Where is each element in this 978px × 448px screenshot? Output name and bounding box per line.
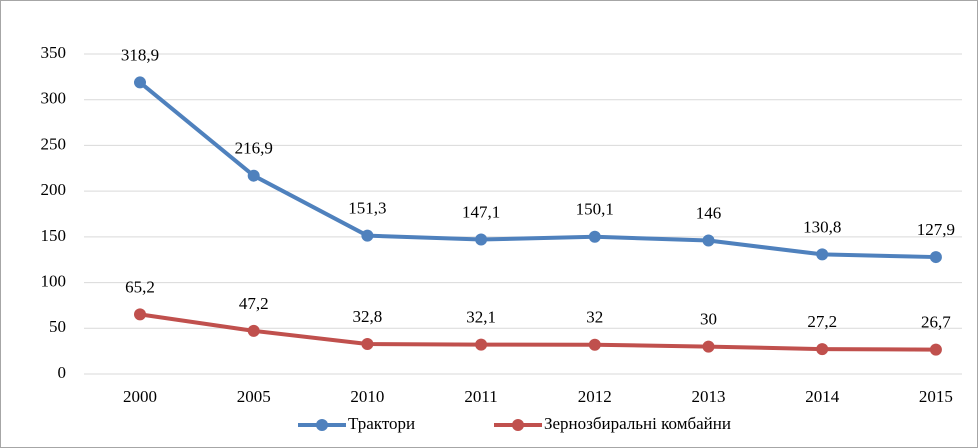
data-label: 65,2 — [125, 277, 155, 296]
y-tick-label: 200 — [41, 180, 67, 199]
x-tick-label: 2011 — [464, 387, 497, 406]
x-tick-label: 2005 — [237, 387, 271, 406]
data-label: 318,9 — [121, 45, 159, 64]
data-point — [929, 251, 942, 264]
y-tick-label: 300 — [41, 89, 67, 108]
x-tick-label: 2015 — [919, 387, 953, 406]
data-point — [816, 248, 829, 261]
y-tick-label: 150 — [41, 226, 67, 245]
legend-label: Зернозбиральні комбайни — [544, 414, 731, 433]
data-label: 150,1 — [576, 200, 614, 219]
data-label: 130,8 — [803, 217, 841, 236]
y-tick-label: 250 — [41, 134, 67, 153]
legend-marker — [512, 419, 524, 431]
data-label: 32 — [586, 308, 603, 327]
data-label: 26,7 — [921, 312, 951, 331]
y-tick-label: 50 — [49, 317, 66, 336]
data-label: 127,9 — [917, 220, 955, 239]
x-tick-label: 2013 — [692, 387, 726, 406]
series-line — [139, 312, 936, 352]
x-tick-label: 2012 — [578, 387, 612, 406]
y-tick-label: 0 — [58, 363, 67, 382]
data-point — [702, 340, 715, 353]
data-point — [247, 169, 260, 182]
data-point — [247, 324, 260, 337]
data-point — [929, 343, 942, 356]
data-label: 32,1 — [466, 308, 496, 327]
data-label: 146 — [696, 203, 722, 222]
data-label: 216,9 — [235, 139, 273, 158]
data-label: 147,1 — [462, 202, 500, 221]
data-point — [588, 230, 601, 243]
data-point — [588, 338, 601, 351]
data-label: 27,2 — [807, 312, 837, 331]
legend-label: Трактори — [348, 414, 415, 433]
data-point — [475, 338, 488, 351]
x-tick-label: 2014 — [805, 387, 840, 406]
data-point — [702, 234, 715, 247]
data-point — [816, 343, 829, 356]
data-point — [361, 338, 374, 351]
x-tick-label: 2000 — [123, 387, 157, 406]
legend-marker — [316, 419, 328, 431]
data-label: 32,8 — [353, 307, 383, 326]
data-point — [134, 76, 146, 89]
data-label: 30 — [700, 309, 717, 328]
data-label: 47,2 — [239, 294, 269, 313]
data-point — [361, 229, 374, 242]
y-tick-label: 100 — [41, 271, 67, 290]
y-tick-label: 350 — [41, 43, 67, 62]
data-point — [475, 233, 488, 246]
data-point — [134, 308, 146, 321]
series-line — [138, 80, 936, 260]
x-tick-label: 2010 — [350, 387, 384, 406]
data-label: 151,3 — [348, 199, 386, 218]
